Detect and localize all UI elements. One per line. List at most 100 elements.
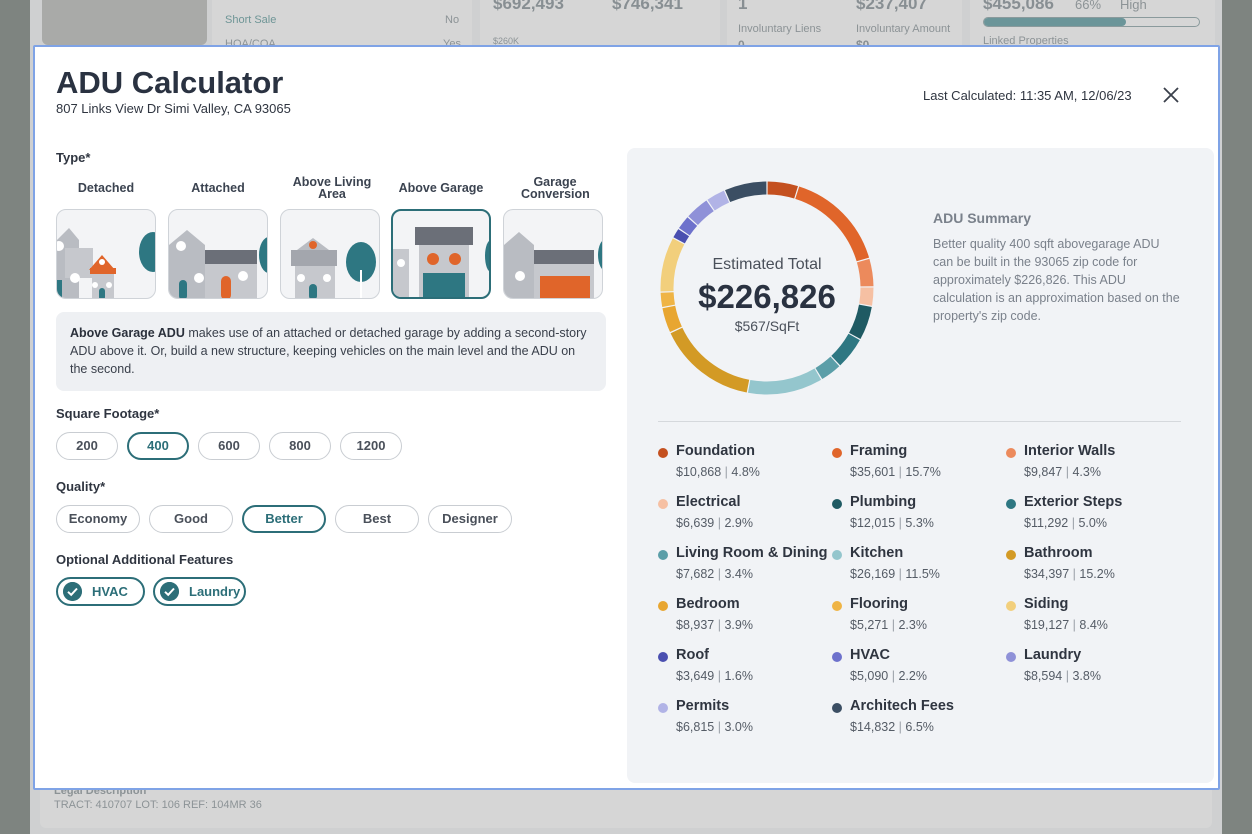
legend-label: Living Room & Dining bbox=[676, 545, 828, 561]
type-card-above-garage[interactable] bbox=[391, 209, 491, 299]
legend-amount: $5,090 bbox=[850, 669, 889, 683]
detached-house-icon bbox=[57, 228, 155, 298]
legend-label: Roof bbox=[676, 647, 710, 663]
price-per-sqft: $567/SqFt bbox=[734, 318, 800, 334]
property-address: 807 Links View Dr Simi Valley, CA 93065 bbox=[56, 101, 291, 116]
legend-percent: 3.8% bbox=[1072, 669, 1101, 683]
type-description: Above Garage ADU makes use of an attache… bbox=[56, 312, 606, 391]
cost-donut-chart: Estimated Total $226,826 $567/SqFt bbox=[653, 174, 881, 402]
quality-option-better[interactable]: Better bbox=[242, 505, 326, 533]
quality-label: Quality* bbox=[56, 479, 106, 494]
legend-label: Siding bbox=[1024, 596, 1069, 612]
axis-tick: $260K bbox=[493, 36, 520, 46]
details-card bbox=[212, 0, 472, 50]
legend-dot bbox=[832, 448, 842, 458]
legend-percent: 11.5% bbox=[905, 567, 940, 581]
donut-segment-siding bbox=[660, 238, 685, 292]
legend-percent: 5.3% bbox=[905, 516, 934, 530]
legend-label: Plumbing bbox=[850, 494, 917, 510]
legend-amount: $5,271 bbox=[850, 618, 889, 632]
legend-percent: 15.7% bbox=[905, 465, 941, 479]
quality-option-economy[interactable]: Economy bbox=[56, 505, 140, 533]
feature-laundry-label: Laundry bbox=[189, 584, 241, 599]
legend-label: Bedroom bbox=[676, 596, 740, 612]
donut-segment-interior-walls bbox=[856, 258, 874, 287]
donut-segment-flooring bbox=[660, 292, 676, 307]
type-card-above-living[interactable] bbox=[280, 209, 380, 299]
map-strip bbox=[1222, 0, 1252, 834]
modal-title: ADU Calculator bbox=[56, 65, 284, 100]
close-icon[interactable] bbox=[1161, 85, 1181, 105]
linked-properties-label: Linked Properties bbox=[983, 35, 1069, 47]
feature-hvac[interactable]: HVAC bbox=[56, 577, 145, 606]
legal-description-value: TRACT: 410707 LOT: 106 REF: 104MR 36 bbox=[54, 799, 262, 811]
quality-option-good[interactable]: Good bbox=[149, 505, 233, 533]
short-sale-label: Short Sale bbox=[225, 14, 277, 26]
legend-value: $34,397 | 15.2% bbox=[1024, 567, 1115, 581]
type-label-detached: Detached bbox=[77, 181, 135, 195]
legend-dot bbox=[832, 499, 842, 509]
donut-segment-bedroom bbox=[662, 305, 682, 333]
donut-segment-foundation bbox=[767, 181, 798, 199]
legend-value: $5,090 | 2.2% bbox=[850, 669, 927, 683]
legend-percent: 3.4% bbox=[724, 567, 753, 581]
legend-dot bbox=[832, 601, 842, 611]
legend-dot bbox=[832, 550, 842, 560]
type-label-above-living: Above Living Area bbox=[292, 175, 372, 201]
sqft-option-200[interactable]: 200 bbox=[56, 432, 118, 460]
legend-amount: $3,649 bbox=[676, 669, 715, 683]
donut-segment-permits bbox=[707, 190, 730, 211]
check-icon bbox=[160, 582, 179, 601]
adu-calculator-modal: ADU Calculator 807 Links View Dr Simi Va… bbox=[33, 45, 1220, 790]
estimated-total-label: Estimated Total bbox=[712, 256, 822, 273]
legend-percent: 4.3% bbox=[1072, 465, 1101, 479]
legend-label: Bathroom bbox=[1024, 545, 1093, 561]
legend-value: $5,271 | 2.3% bbox=[850, 618, 927, 632]
legend-value: $6,639 | 2.9% bbox=[676, 516, 753, 530]
donut-segment-framing bbox=[795, 186, 870, 262]
legend-label: Laundry bbox=[1024, 647, 1082, 663]
legend-percent: 15.2% bbox=[1079, 567, 1115, 581]
legend-dot bbox=[658, 601, 668, 611]
donut-segment-roof bbox=[673, 229, 690, 244]
legend-label: HVAC bbox=[850, 647, 891, 663]
legend-value: $19,127 | 8.4% bbox=[1024, 618, 1108, 632]
legend-value: $8,594 | 3.8% bbox=[1024, 669, 1101, 683]
legend-label: Architech Fees bbox=[850, 698, 954, 714]
sqft-option-400[interactable]: 400 bbox=[127, 432, 189, 460]
description-text: makes use of an attached or detached gar… bbox=[70, 326, 587, 376]
legend-amount: $19,127 bbox=[1024, 618, 1070, 632]
estimated-total-value: $226,826 bbox=[698, 278, 836, 315]
attached-house-icon bbox=[169, 230, 267, 298]
feature-laundry[interactable]: Laundry bbox=[153, 577, 246, 606]
legend-label: Exterior Steps bbox=[1024, 494, 1123, 510]
quality-option-designer[interactable]: Designer bbox=[428, 505, 512, 533]
type-card-attached[interactable] bbox=[168, 209, 268, 299]
legend-amount: $8,937 bbox=[676, 618, 715, 632]
last-calculated: Last Calculated: 11:35 AM, 12/06/23 bbox=[923, 88, 1132, 103]
legend-amount: $6,639 bbox=[676, 516, 715, 530]
legend-value: $11,292 | 5.0% bbox=[1024, 516, 1107, 530]
legend-amount: $14,832 bbox=[850, 720, 896, 734]
legend-value: $10,868 | 4.8% bbox=[676, 465, 760, 479]
type-card-detached[interactable] bbox=[56, 209, 156, 299]
legend-percent: 8.4% bbox=[1079, 618, 1108, 632]
liens-count: 1 bbox=[738, 0, 748, 13]
type-card-garage-conversion[interactable] bbox=[503, 209, 603, 299]
sqft-option-600[interactable]: 600 bbox=[198, 432, 260, 460]
value-card bbox=[480, 0, 720, 50]
summary-title: ADU Summary bbox=[933, 210, 1032, 226]
legend-percent: 4.8% bbox=[731, 465, 760, 479]
legend-dot bbox=[832, 703, 842, 713]
sqft-option-800[interactable]: 800 bbox=[269, 432, 331, 460]
legend-value: $6,815 | 3.0% bbox=[676, 720, 753, 734]
donut-segment-electrical bbox=[859, 287, 874, 306]
sqft-option-1200[interactable]: 1200 bbox=[340, 432, 402, 460]
legend-dot bbox=[658, 652, 668, 662]
divider bbox=[658, 421, 1181, 422]
legend-amount: $26,169 bbox=[850, 567, 896, 581]
equity-bar-fill bbox=[984, 18, 1126, 26]
quality-option-best[interactable]: Best bbox=[335, 505, 419, 533]
sqft-label: Square Footage* bbox=[56, 406, 160, 421]
above-garage-house-icon bbox=[393, 227, 489, 297]
